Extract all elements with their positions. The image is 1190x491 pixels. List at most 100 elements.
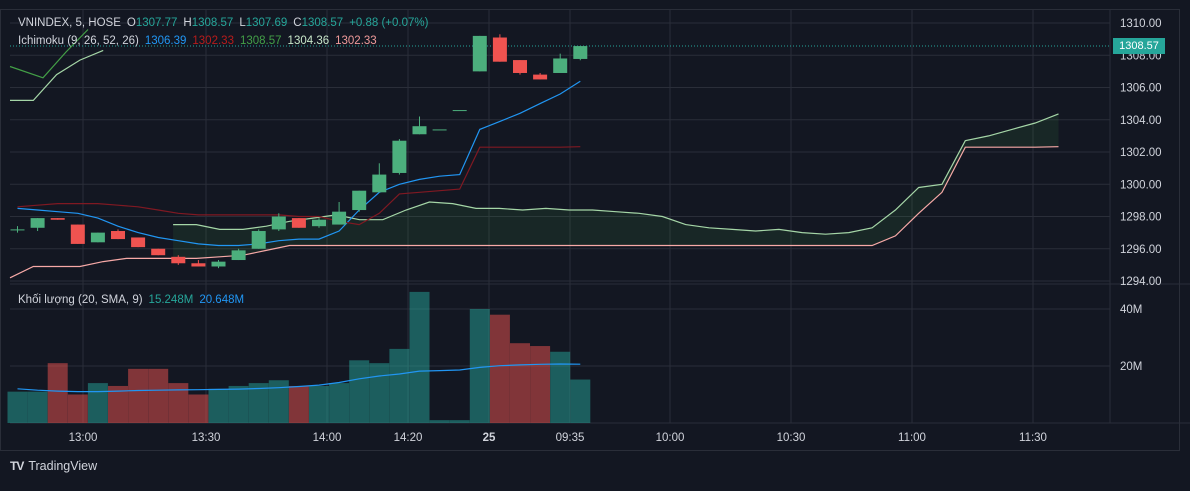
time-tick-label: 11:30 — [1019, 432, 1047, 444]
price-tick-label: 1296.00 — [1120, 244, 1162, 256]
symbol-legend: VNINDEX, 5, HOSE O1307.77 H1308.57 L1307… — [18, 17, 428, 29]
candle-body[interactable] — [151, 248, 166, 256]
volume-bar[interactable] — [409, 291, 430, 423]
volume-bar[interactable] — [570, 379, 591, 423]
volume-legend: Khối lượng (20, SMA, 9) 15.248M 20.648M — [18, 294, 244, 306]
candle-body[interactable] — [412, 126, 427, 135]
candle-body[interactable] — [312, 219, 326, 227]
ichimoku-lagging-value: 1308.57 — [239, 35, 282, 47]
candle-body[interactable] — [191, 263, 206, 267]
volume-bar[interactable] — [148, 368, 169, 423]
volume-bar[interactable] — [510, 343, 530, 423]
tradingview-brand-label: TradingView — [28, 459, 98, 473]
volume-bar[interactable] — [7, 391, 28, 423]
candle-body[interactable] — [30, 218, 45, 228]
volume-bar[interactable] — [469, 309, 490, 423]
ichimoku-tenkan-value: 1306.39 — [144, 35, 187, 47]
volume-bar[interactable] — [248, 383, 269, 423]
last-price-tag: 1308.57 — [1113, 38, 1165, 54]
candle-body[interactable] — [291, 218, 306, 228]
ichimoku-kijun-line — [17, 146, 581, 226]
volume-bar[interactable] — [530, 346, 551, 423]
ichimoku-lagging-line — [9, 29, 89, 79]
low-value: L1307.69 — [239, 17, 287, 29]
candle-body[interactable] — [472, 35, 487, 72]
candle-body[interactable] — [50, 218, 65, 220]
candle-body[interactable] — [70, 224, 85, 244]
volume-bar[interactable] — [87, 383, 108, 423]
volume-bar[interactable] — [268, 380, 289, 423]
price-tick-label: 1302.00 — [1120, 147, 1162, 159]
candle-body[interactable] — [352, 190, 367, 211]
volume-bar[interactable] — [489, 314, 510, 423]
time-tick-label: 10:30 — [777, 432, 806, 444]
tradingview-branding[interactable]: TV TradingView — [10, 459, 97, 473]
volume-bar[interactable] — [369, 363, 390, 423]
volume-bar[interactable] — [550, 351, 571, 423]
change-value: +0.88 (+0.07%) — [349, 17, 429, 29]
candle-body[interactable] — [332, 211, 347, 225]
close-number: 1308.57 — [301, 17, 344, 29]
volume-bar[interactable] — [67, 394, 88, 424]
candle-body[interactable] — [452, 110, 467, 112]
volume-bar[interactable] — [349, 360, 370, 423]
volume-bar[interactable] — [108, 385, 128, 423]
candle-body[interactable] — [573, 46, 588, 59]
low-label: L — [239, 17, 246, 29]
volume-bar[interactable] — [47, 363, 68, 423]
time-tick-label: 13:00 — [69, 432, 98, 444]
chart-frame — [0, 9, 1180, 451]
volume-bar[interactable] — [288, 385, 309, 423]
volume-bar[interactable] — [27, 391, 48, 423]
volume-bar[interactable] — [228, 385, 249, 423]
ichimoku-cloud-fill — [173, 113, 1059, 259]
candle-body[interactable] — [533, 74, 548, 80]
candle-body[interactable] — [111, 231, 125, 240]
price-tick-label: 1294.00 — [1120, 276, 1162, 288]
open-label: O — [126, 17, 136, 29]
volume-tick-label: 40M — [1120, 304, 1142, 316]
candle-body[interactable] — [432, 129, 447, 131]
price-tick-label: 1304.00 — [1120, 115, 1162, 127]
close-label: C — [293, 17, 302, 29]
volume-bar[interactable] — [449, 420, 470, 423]
candle-body[interactable] — [372, 174, 387, 193]
candle-body[interactable] — [492, 37, 507, 62]
time-tick-label: 13:30 — [192, 432, 221, 444]
candle-body[interactable] — [231, 250, 246, 261]
time-tick-label: 25 — [483, 432, 496, 444]
volume-bar[interactable] — [389, 348, 410, 423]
candle-body[interactable] — [131, 237, 146, 248]
time-tick-label: 14:00 — [313, 432, 342, 444]
volume-bar[interactable] — [128, 368, 149, 423]
ichimoku-span-b-value: 1302.33 — [335, 35, 377, 47]
volume-bar[interactable] — [188, 394, 209, 424]
ichimoku-label: Ichimoku (9, 26, 52, 26) — [18, 35, 139, 47]
candle-body[interactable] — [392, 140, 407, 173]
volume-tick-label: 20M — [1120, 361, 1142, 373]
candle-body[interactable] — [513, 60, 527, 73]
candle-body[interactable] — [171, 256, 186, 264]
tradingview-logo-icon: TV — [10, 459, 24, 473]
candle-body[interactable] — [271, 216, 286, 230]
volume-sma-value: 20.648M — [199, 294, 245, 306]
volume-bar[interactable] — [168, 383, 189, 423]
candle-body[interactable] — [90, 232, 105, 243]
time-tick-label: 10:00 — [656, 432, 685, 444]
low-number: 1307.69 — [245, 17, 288, 29]
volume-bar[interactable] — [208, 388, 229, 423]
high-label: H — [183, 17, 192, 29]
candle-body[interactable] — [251, 231, 266, 249]
candle-body[interactable] — [553, 58, 568, 73]
candle-body[interactable] — [211, 261, 226, 267]
price-tick-label: 1300.00 — [1120, 179, 1162, 191]
volume-sma-line — [17, 363, 581, 393]
candle-body[interactable] — [10, 229, 25, 231]
volume-bar[interactable] — [309, 385, 329, 423]
volume-bar[interactable] — [329, 383, 350, 423]
price-tick-label: 1298.00 — [1120, 212, 1162, 224]
ichimoku-span-a-value: 1304.36 — [287, 35, 330, 47]
volume-bar[interactable] — [429, 420, 450, 423]
